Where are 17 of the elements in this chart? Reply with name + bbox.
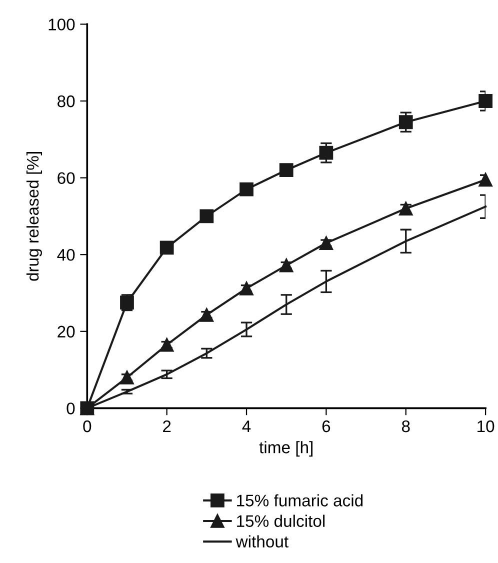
x-tick-label: 8 <box>402 420 410 432</box>
y-tick-label: 80 <box>58 95 75 108</box>
legend-label: 15% fumaric acid <box>237 494 363 506</box>
y-tick-label: 20 <box>58 326 75 338</box>
x-tick-label: 0 <box>83 420 92 432</box>
y-tick-label: 0 <box>66 402 75 414</box>
legend-label: 15% dulcitol <box>237 514 325 527</box>
x-tick-label: 10 <box>478 420 494 432</box>
y-axis-title: drug released [%] <box>26 152 42 281</box>
y-tick-label: 60 <box>58 172 75 184</box>
y-tick-label: 40 <box>57 248 75 261</box>
legend-label: without <box>236 535 288 548</box>
x-axis-title: time [h] <box>259 441 312 457</box>
x-tick-label: 2 <box>163 420 171 432</box>
y-tick-label: 100 <box>48 18 75 30</box>
x-tick-label: 6 <box>322 420 330 432</box>
x-tick-label: 4 <box>242 420 251 432</box>
